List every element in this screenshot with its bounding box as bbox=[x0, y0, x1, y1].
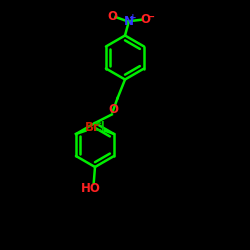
Text: −: − bbox=[147, 12, 155, 22]
Text: O: O bbox=[109, 103, 119, 116]
Text: N: N bbox=[124, 15, 134, 28]
Text: O: O bbox=[108, 10, 118, 23]
Text: HO: HO bbox=[80, 182, 100, 195]
Text: O: O bbox=[141, 13, 151, 26]
Text: Br: Br bbox=[85, 121, 100, 134]
Text: Cl: Cl bbox=[93, 121, 106, 134]
Text: +: + bbox=[129, 13, 136, 22]
